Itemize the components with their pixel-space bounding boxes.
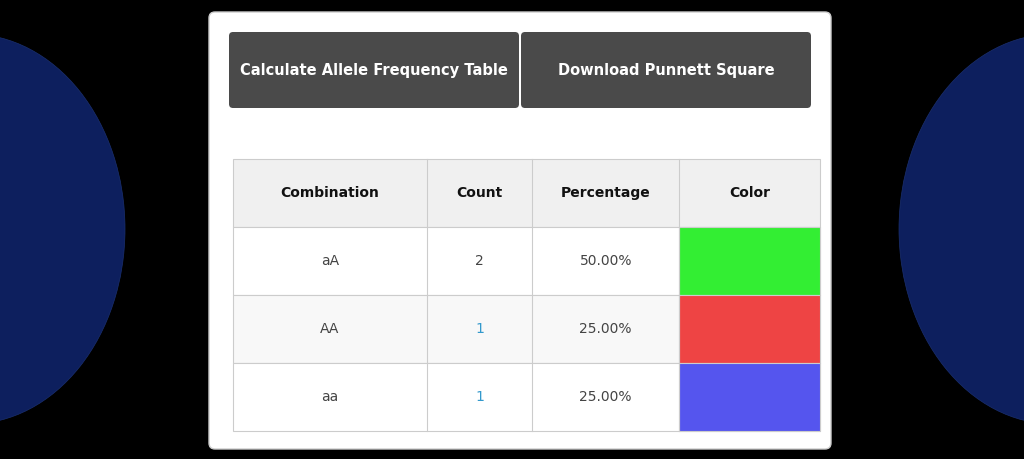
FancyBboxPatch shape <box>229 32 519 108</box>
Ellipse shape <box>899 34 1024 424</box>
Text: 1: 1 <box>475 390 484 404</box>
Text: Download Punnett Square: Download Punnett Square <box>558 62 774 78</box>
FancyBboxPatch shape <box>679 295 820 363</box>
FancyBboxPatch shape <box>233 159 820 227</box>
Ellipse shape <box>0 34 125 424</box>
Text: 25.00%: 25.00% <box>580 322 632 336</box>
Text: 25.00%: 25.00% <box>580 390 632 404</box>
Text: Calculate Allele Frequency Table: Calculate Allele Frequency Table <box>240 62 508 78</box>
Text: aA: aA <box>321 254 339 268</box>
Text: Percentage: Percentage <box>561 186 650 200</box>
Text: Combination: Combination <box>281 186 379 200</box>
Text: 50.00%: 50.00% <box>580 254 632 268</box>
FancyBboxPatch shape <box>679 227 820 295</box>
Text: Color: Color <box>729 186 770 200</box>
FancyBboxPatch shape <box>233 295 820 363</box>
FancyBboxPatch shape <box>233 227 820 295</box>
FancyBboxPatch shape <box>209 12 831 449</box>
FancyBboxPatch shape <box>233 363 820 431</box>
FancyBboxPatch shape <box>679 363 820 431</box>
Text: AA: AA <box>321 322 340 336</box>
Text: 1: 1 <box>475 322 484 336</box>
Text: Count: Count <box>457 186 503 200</box>
Text: aa: aa <box>322 390 339 404</box>
FancyBboxPatch shape <box>521 32 811 108</box>
Text: 2: 2 <box>475 254 484 268</box>
